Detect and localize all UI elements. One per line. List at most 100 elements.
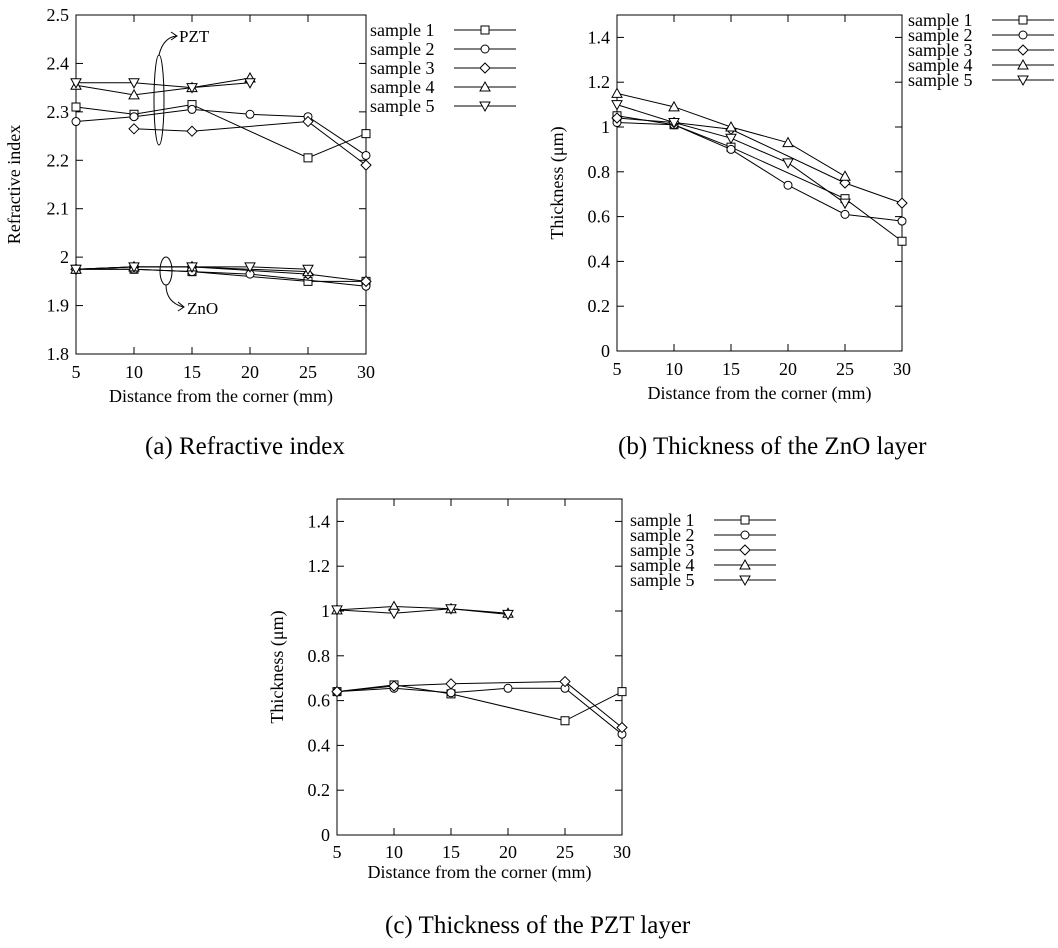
legend-marker <box>1018 30 1028 40</box>
legend-marker <box>740 515 750 525</box>
legend-label: sample 1 <box>908 10 973 30</box>
x-tick-label: 20 <box>779 359 797 379</box>
y-tick-label: 2.3 <box>47 102 70 122</box>
legend-label: sample 4 <box>370 77 435 97</box>
data-point <box>361 129 371 139</box>
legend-label: sample 2 <box>908 25 973 45</box>
x-tick-label: 5 <box>613 359 622 379</box>
y-tick-label: 0.8 <box>588 162 611 182</box>
x-tick-label: 10 <box>665 359 683 379</box>
series-line <box>75 77 251 96</box>
data-point <box>897 236 907 246</box>
data-point <box>187 104 197 114</box>
legend-marker <box>739 558 751 570</box>
series-line <box>133 121 367 166</box>
x-tick-label: 25 <box>556 842 574 862</box>
data-point <box>388 608 400 620</box>
plot-frame <box>616 14 903 352</box>
data-point <box>839 170 851 181</box>
legend-label: sample 5 <box>630 570 695 590</box>
data-point <box>840 209 850 219</box>
data-point <box>71 102 81 112</box>
data-point <box>560 716 570 726</box>
y-tick-label: 1.8 <box>47 344 70 364</box>
x-tick-label: 25 <box>836 359 854 379</box>
x-axis-label: Distance from the corner (mm) <box>648 383 872 404</box>
y-axis-label: Thickness (μm) <box>267 610 288 723</box>
x-tick-label: 30 <box>357 362 375 382</box>
y-tick-label: 0.4 <box>308 735 331 755</box>
y-tick-label: 2.5 <box>47 5 70 25</box>
y-axis-label: Thickness (μm) <box>547 126 568 239</box>
y-tick-label: 2 <box>60 247 69 267</box>
data-point <box>360 275 372 288</box>
y-tick-label: 2.2 <box>47 150 70 170</box>
x-tick-label: 15 <box>442 842 460 862</box>
data-point <box>128 88 140 100</box>
data-point <box>186 262 198 273</box>
x-tick-label: 5 <box>333 842 342 862</box>
data-point <box>70 78 82 89</box>
plot-frame <box>75 14 367 355</box>
data-point <box>782 158 794 169</box>
pzt-arrowhead <box>170 31 178 41</box>
legend-marker <box>739 544 751 556</box>
data-point <box>559 675 571 688</box>
data-point <box>502 609 514 621</box>
y-tick-label: 2.1 <box>47 199 70 219</box>
data-point <box>245 109 255 119</box>
y-tick-label: 0 <box>601 341 610 361</box>
legend-marker <box>479 101 491 113</box>
series-line <box>76 82 251 89</box>
legend-label: sample 3 <box>370 58 435 78</box>
legend-label: sample 1 <box>370 20 435 40</box>
data-point <box>70 264 82 276</box>
x-tick-label: 10 <box>125 362 143 382</box>
caption-b: (b) Thickness of the ZnO layer <box>618 433 927 460</box>
annotation-pzt: PZT <box>179 27 210 46</box>
zno-arrow <box>165 284 184 308</box>
data-point <box>617 687 627 697</box>
legend-marker <box>479 62 491 74</box>
legend-label: sample 2 <box>370 39 435 59</box>
data-point <box>302 115 314 128</box>
chart-zno-thickness: 5 10 15 20 25 30 0 0.2 0.4 0.6 0.8 1 1.2 1.4 Distance … <box>547 10 1054 404</box>
x-tick-label: 30 <box>893 359 911 379</box>
series-line <box>336 681 623 728</box>
data-point <box>725 133 737 145</box>
y-tick-label: 0.8 <box>308 646 331 666</box>
legend-label: sample 2 <box>630 525 695 545</box>
caption-a: (a) Refractive index <box>145 433 345 460</box>
data-point <box>186 83 198 94</box>
series-line <box>336 608 509 615</box>
legend-marker <box>739 575 751 587</box>
data-point <box>897 216 907 226</box>
x-tick-label: 5 <box>72 362 81 382</box>
data-point <box>783 180 793 190</box>
data-point <box>503 683 513 693</box>
data-point <box>186 125 198 137</box>
x-tick-label: 20 <box>499 842 517 862</box>
data-point <box>782 136 794 148</box>
data-point <box>668 100 680 112</box>
y-axis-label: Refractive index <box>4 125 24 244</box>
series-line <box>75 108 367 156</box>
series-line <box>616 117 903 204</box>
legend-marker <box>1017 75 1029 87</box>
y-tick-label: 0.2 <box>588 296 611 316</box>
data-point <box>71 117 81 127</box>
legend-marker <box>480 44 490 54</box>
series-line <box>76 268 367 287</box>
legend-label: sample 4 <box>908 55 973 75</box>
data-point <box>302 264 314 276</box>
legend-marker <box>479 80 491 92</box>
x-tick-label: 15 <box>183 362 201 382</box>
legend-marker <box>1017 44 1029 56</box>
y-tick-label: 0 <box>321 825 330 845</box>
annotation-zno: ZnO <box>187 299 218 318</box>
x-tick-label: 20 <box>241 362 259 382</box>
chart-refractive-index: 5 10 15 20 25 30 1.8 1.9 2 2.1 2.2 2.3 2.4 2.5 Distanc… <box>4 5 516 407</box>
data-point <box>360 159 372 171</box>
legend-label: sample 3 <box>908 40 973 60</box>
data-point <box>611 87 623 98</box>
